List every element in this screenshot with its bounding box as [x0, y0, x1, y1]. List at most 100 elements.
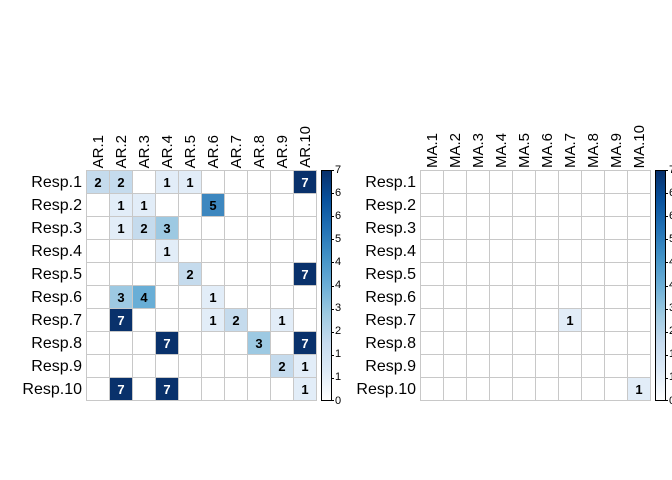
heatmap-cell — [133, 355, 156, 378]
heatmap-cell — [559, 240, 582, 263]
heatmap-cell — [202, 240, 225, 263]
heatmap-cell — [421, 332, 444, 355]
heatmap-cell — [536, 355, 559, 378]
heatmap-cell: 1 — [559, 309, 582, 332]
heatmap-cell — [513, 240, 536, 263]
column-label: MA.10 — [631, 124, 648, 168]
heatmap-cell — [271, 378, 294, 401]
heatmap-cell — [248, 309, 271, 332]
heatmap-cell — [467, 171, 490, 194]
heatmap-cell — [248, 240, 271, 263]
heatmap-cell: 1 — [179, 171, 202, 194]
heatmap-cell — [110, 355, 133, 378]
heatmap-cell — [421, 286, 444, 309]
heatmap-cell — [248, 171, 271, 194]
heatmap-cell — [110, 332, 133, 355]
heatmap-cell: 7 — [294, 332, 317, 355]
heatmap-cell — [421, 378, 444, 401]
heatmap-cell — [87, 309, 110, 332]
heatmap-cell — [179, 355, 202, 378]
heatmap-cell — [225, 217, 248, 240]
colorbar-tick-mark — [331, 308, 334, 310]
heatmap-cell — [179, 240, 202, 263]
heatmap-cell: 3 — [110, 286, 133, 309]
heatmap-cell — [87, 378, 110, 401]
row-label: Resp.7 — [31, 312, 82, 329]
colorbar-tick-label: 0 — [335, 394, 342, 407]
heatmap-cell — [536, 378, 559, 401]
row-label: Resp.7 — [365, 312, 416, 329]
row-label: Resp.2 — [365, 197, 416, 214]
heatmap-cell — [490, 194, 513, 217]
heatmap-cell — [628, 309, 651, 332]
heatmap-cell: 7 — [110, 378, 133, 401]
heatmap-cell — [536, 309, 559, 332]
row-label: Resp.6 — [31, 289, 82, 306]
row-label: Resp.6 — [365, 289, 416, 306]
heatmap-cell — [605, 171, 628, 194]
heatmap-cell — [490, 171, 513, 194]
column-labels-ma: MA.1 MA.2 MA.3 MA.4 MA.5 MA.6 MA.7 MA.8 MA.9 MA.1… — [421, 100, 651, 168]
heatmap-cell: 1 — [156, 171, 179, 194]
heatmap-cell — [467, 240, 490, 263]
heatmap-cell — [271, 263, 294, 286]
colorbar-tick-mark — [665, 216, 668, 218]
heatmap-cell — [156, 263, 179, 286]
heatmap-cell — [179, 309, 202, 332]
heatmap-cell — [179, 378, 202, 401]
heatmap-cell — [87, 240, 110, 263]
column-label: MA.4 — [493, 132, 510, 168]
heatmap-cell — [513, 378, 536, 401]
heatmap-cell: 7 — [110, 309, 133, 332]
colorbar-tick-label: 5 — [669, 233, 672, 245]
heatmap-cell — [294, 194, 317, 217]
heatmap-cell — [225, 240, 248, 263]
colorbar-tick-label: 4 — [669, 256, 672, 268]
heatmap-cell — [513, 309, 536, 332]
column-label: AR.8 — [251, 134, 268, 168]
heatmap-cell — [421, 355, 444, 378]
heatmap-cell — [467, 217, 490, 240]
heatmap-cell — [225, 194, 248, 217]
heatmap-cell — [582, 332, 605, 355]
heatmap-cell — [271, 240, 294, 263]
column-label: AR.5 — [182, 134, 199, 168]
heatmap-cell — [513, 171, 536, 194]
heatmap-cell — [87, 194, 110, 217]
heatmap-cell — [179, 286, 202, 309]
colorbar-tick-mark — [331, 377, 334, 379]
heatmap-cell — [605, 309, 628, 332]
heatmap-cell — [444, 309, 467, 332]
heatmap-cell — [628, 332, 651, 355]
heatmap-cell — [294, 286, 317, 309]
heatmap-cell: 7 — [294, 171, 317, 194]
colorbar-tick-label: 7 — [669, 164, 672, 176]
column-label: MA.7 — [562, 132, 579, 168]
heatmap-cell: 3 — [156, 217, 179, 240]
colorbar-tick-mark — [331, 400, 334, 401]
colorbar-tick-label: 3 — [335, 302, 342, 315]
heatmap-cell — [467, 332, 490, 355]
heatmap-cell: 3 — [248, 332, 271, 355]
heatmap-cell — [156, 309, 179, 332]
colorbar-tick-mark — [665, 262, 668, 264]
heatmap-cell: 1 — [110, 194, 133, 217]
heatmap-cell — [156, 286, 179, 309]
colorbar-tick-label: 6 — [335, 186, 342, 199]
heatmap-cell — [225, 332, 248, 355]
heatmap-cell: 2 — [271, 355, 294, 378]
colorbar-tick-label: 0 — [669, 395, 672, 407]
heatmap-cell — [248, 194, 271, 217]
heatmap-cell — [294, 309, 317, 332]
heatmap-cell — [559, 378, 582, 401]
heatmap-cell — [605, 378, 628, 401]
heatmap-cell — [444, 194, 467, 217]
heatmap-cell — [248, 217, 271, 240]
heatmap-cell — [490, 217, 513, 240]
row-label: Resp.5 — [31, 266, 82, 283]
colorbar-tick-label: 6 — [669, 210, 672, 222]
heatmap-cell — [605, 332, 628, 355]
heatmap-cell — [133, 332, 156, 355]
heatmap-cell: 7 — [294, 263, 317, 286]
